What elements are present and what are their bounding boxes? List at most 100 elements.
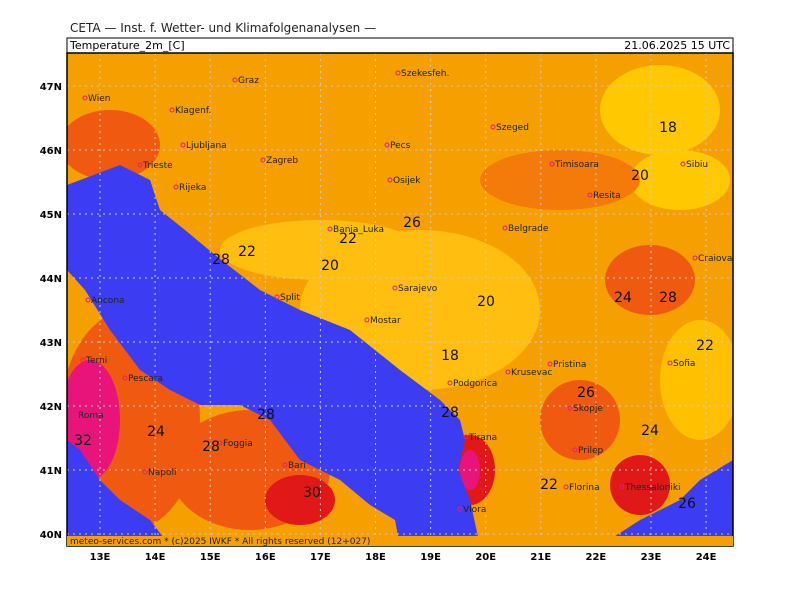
contour-label: 26 <box>403 215 421 231</box>
city-label: Sofia <box>673 359 695 369</box>
lon-label: 16E <box>255 552 276 563</box>
lat-label: 42N <box>40 402 62 413</box>
temp-field <box>265 475 335 525</box>
city-dot <box>680 161 686 167</box>
contour-label: 22 <box>339 231 357 247</box>
temp-field <box>67 110 160 180</box>
city-dot <box>547 361 553 367</box>
city-label: Podgorica <box>453 379 497 389</box>
city-dot <box>282 462 288 468</box>
lat-label: 40N <box>40 530 62 541</box>
city-dot <box>692 255 698 261</box>
city-label: Krusevac <box>511 368 552 378</box>
city-dot <box>490 124 496 130</box>
city-label: Pescara <box>128 374 163 384</box>
city-label: Foggia <box>223 439 253 449</box>
lon-label: 20E <box>475 552 496 563</box>
city-label: Klagenf. <box>175 106 211 116</box>
contour-label: 22 <box>540 477 558 493</box>
lat-label: 41N <box>40 466 62 477</box>
city-label: Florina <box>569 483 600 493</box>
contour-label: 22 <box>696 338 714 354</box>
city-dot <box>260 157 266 163</box>
city-label: Zagreb <box>266 156 298 166</box>
city-label: Graz <box>238 76 259 86</box>
lon-label: 18E <box>365 552 386 563</box>
contour-label: 24 <box>641 423 659 439</box>
city-label: Bari <box>288 461 306 471</box>
temp-field <box>630 150 730 210</box>
city-label: Skopje <box>573 404 603 414</box>
temp-field <box>660 320 733 440</box>
contour-label: 20 <box>631 168 649 184</box>
temp-field <box>220 220 420 280</box>
contour-label: 24 <box>614 290 632 306</box>
contour-label: 22 <box>238 244 256 260</box>
city-dot <box>122 375 128 381</box>
contour-label: 32 <box>74 433 92 449</box>
lat-label: 47N <box>40 82 62 93</box>
city-label: Trieste <box>142 161 173 171</box>
sea <box>67 165 480 546</box>
temp-field <box>600 65 720 155</box>
city-label: Resita <box>593 191 621 201</box>
lon-label: 15E <box>200 552 221 563</box>
contour-label: 24 <box>147 424 165 440</box>
city-dot <box>142 469 148 475</box>
footer: meteo-services.com * (c)2025 IWKF * All … <box>70 537 370 547</box>
city-dot <box>502 225 508 231</box>
map-title: Temperature_2m_[C] <box>69 39 185 52</box>
city-dot <box>80 357 86 363</box>
city-dot <box>619 484 625 490</box>
sea <box>67 440 170 546</box>
contour-label: 18 <box>441 348 459 364</box>
contour-label: 28 <box>212 252 230 268</box>
lon-label: 14E <box>145 552 166 563</box>
city-dot <box>72 412 78 418</box>
city-label: Craiova <box>698 254 732 264</box>
city-dot <box>505 369 511 375</box>
city-dot <box>82 95 88 101</box>
lon-label: 19E <box>420 552 441 563</box>
contour-label: 26 <box>678 496 696 512</box>
city-dot <box>392 285 398 291</box>
city-dot <box>180 142 186 148</box>
contour-label: 28 <box>257 407 275 423</box>
city-label: Ljubljana <box>186 141 227 151</box>
contour-label: 18 <box>659 120 677 136</box>
city-label: Osijek <box>393 176 421 186</box>
footer-bar <box>67 536 733 546</box>
contour-label: 26 <box>577 385 595 401</box>
city-dot <box>85 297 91 303</box>
map-area <box>67 53 733 546</box>
contour-label: 20 <box>321 258 339 274</box>
city-dot <box>327 226 333 232</box>
city-label: Thessaloniki <box>624 483 681 493</box>
city-dot <box>169 107 175 113</box>
city-dot <box>137 162 143 168</box>
city-dot <box>567 405 573 411</box>
city-label: Roma <box>78 411 104 421</box>
temp-field <box>67 360 120 480</box>
city-label: Szekesfeh. <box>401 69 449 79</box>
temp-field <box>605 245 695 315</box>
contour-label: 28 <box>659 290 677 306</box>
city-label: Terni <box>85 356 107 366</box>
city-label: Split <box>280 293 300 303</box>
lon-label: 13E <box>90 552 111 563</box>
city-dot <box>447 380 453 386</box>
city-label: Sarajevo <box>398 284 438 294</box>
contour-label: 28 <box>202 439 220 455</box>
city-dot <box>274 294 280 300</box>
city-dot <box>395 70 401 76</box>
city-label: Ancona <box>91 296 125 306</box>
header: CETA — Inst. f. Wetter- und Klimafolgena… <box>70 21 376 35</box>
city-dot <box>173 184 179 190</box>
city-label: Napoli <box>148 468 176 478</box>
city-dot <box>463 434 469 440</box>
city-dot <box>387 177 393 183</box>
city-dot <box>667 360 673 366</box>
city-label: Pecs <box>390 141 411 151</box>
city-label: Banja_Luka <box>333 225 384 235</box>
